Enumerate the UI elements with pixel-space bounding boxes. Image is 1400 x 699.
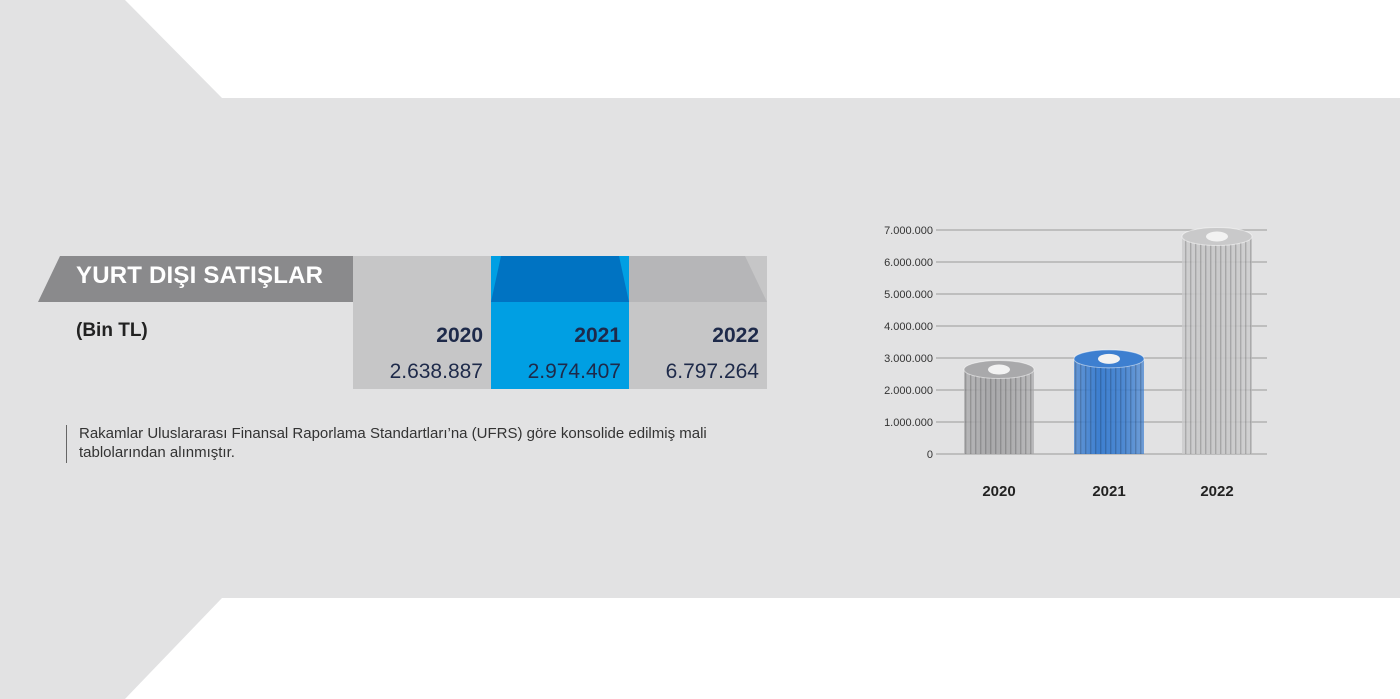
sales-chart: 0 1.000.000 2.000.000 3.000.000 4.000.000 5.0… xyxy=(884,225,1267,500)
y-tick-label: 4.000.000 xyxy=(884,321,933,333)
y-tick-label: 7.000.000 xyxy=(884,225,933,237)
table-value-2022: 6.797.264 xyxy=(665,360,759,383)
source-note: Rakamlar Uluslararası Finansal Raporlama… xyxy=(79,425,707,461)
table-year-2021: 2021 xyxy=(574,324,621,347)
table-year-2022: 2022 xyxy=(712,324,759,347)
y-tick-label: 0 xyxy=(927,449,933,461)
bar-texture-2022 xyxy=(1182,236,1252,454)
table-title: YURT DIŞI SATIŞLAR xyxy=(76,262,324,289)
bar-core-2020 xyxy=(988,364,1010,375)
unit-label: (Bin TL) xyxy=(76,320,148,341)
x-tick-label: 2021 xyxy=(1092,483,1125,500)
table-year-2020: 2020 xyxy=(436,324,483,347)
bar-texture-2020 xyxy=(964,369,1034,454)
note-divider xyxy=(66,425,67,463)
column-2022-header xyxy=(629,256,767,302)
y-tick-label: 3.000.000 xyxy=(884,353,933,365)
table-value-2021: 2.974.407 xyxy=(527,360,621,383)
y-tick-label: 1.000.000 xyxy=(884,417,933,429)
bar-core-2022 xyxy=(1206,231,1228,242)
y-tick-label: 6.000.000 xyxy=(884,257,933,269)
y-tick-label: 5.000.000 xyxy=(884,289,933,301)
bar-texture-2021 xyxy=(1074,358,1144,454)
table-value-2020: 2.638.887 xyxy=(389,360,483,383)
bar-core-2021 xyxy=(1098,353,1120,364)
y-tick-label: 2.000.000 xyxy=(884,385,933,397)
x-tick-label: 2020 xyxy=(982,483,1015,500)
column-2021-header xyxy=(491,256,629,302)
column-2020-bg xyxy=(353,256,491,389)
x-tick-label: 2022 xyxy=(1200,483,1233,500)
